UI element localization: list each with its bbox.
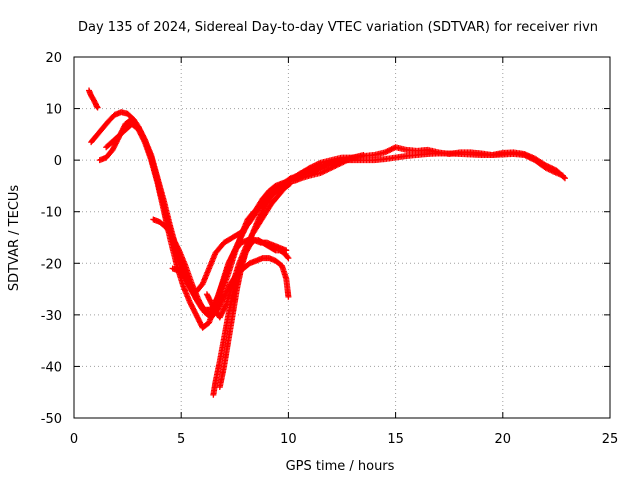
data-point-marker (94, 104, 101, 111)
x-tick-label: 15 (387, 432, 404, 447)
y-tick-label: -10 (41, 206, 62, 221)
y-tick-label: -20 (41, 257, 62, 272)
plot-frame (73, 56, 611, 419)
data-point-marker (284, 254, 291, 261)
series-track-1 (86, 87, 101, 111)
data-point-marker (285, 255, 292, 262)
series-track-8 (216, 151, 367, 391)
data-point-marker (360, 151, 367, 158)
x-tick-label: 20 (495, 432, 512, 447)
data-point-marker (286, 181, 293, 188)
axis-ticks: 0 5 10 15 20 25 20 10 0 -10 -20 -30 -40 -50 (41, 51, 619, 447)
y-tick-label: 0 (54, 154, 62, 169)
data-points (86, 87, 568, 398)
series-track-3 (96, 115, 568, 318)
series-track-9 (203, 180, 294, 321)
y-tick-label: 20 (45, 51, 62, 66)
series-track-2 (88, 109, 566, 295)
x-tick-label: 0 (70, 432, 78, 447)
data-point-marker (285, 293, 292, 300)
x-tick-label: 10 (280, 432, 297, 447)
data-point-marker (560, 174, 567, 181)
x-tick-label: 5 (177, 432, 185, 447)
chart-title: Day 135 of 2024, Sidereal Day-to-day VTE… (78, 20, 598, 35)
y-axis-label: SDTVAR / TECUs (7, 185, 22, 292)
data-point-marker (561, 175, 568, 182)
x-tick-label: 25 (602, 432, 619, 447)
grid-lines (74, 57, 610, 418)
y-tick-label: -30 (41, 309, 62, 324)
y-tick-label: -40 (41, 360, 62, 375)
x-axis-label: GPS time / hours (286, 459, 395, 474)
data-point-marker (287, 180, 294, 187)
y-tick-label: -50 (41, 412, 62, 427)
y-tick-label: 10 (45, 103, 62, 118)
